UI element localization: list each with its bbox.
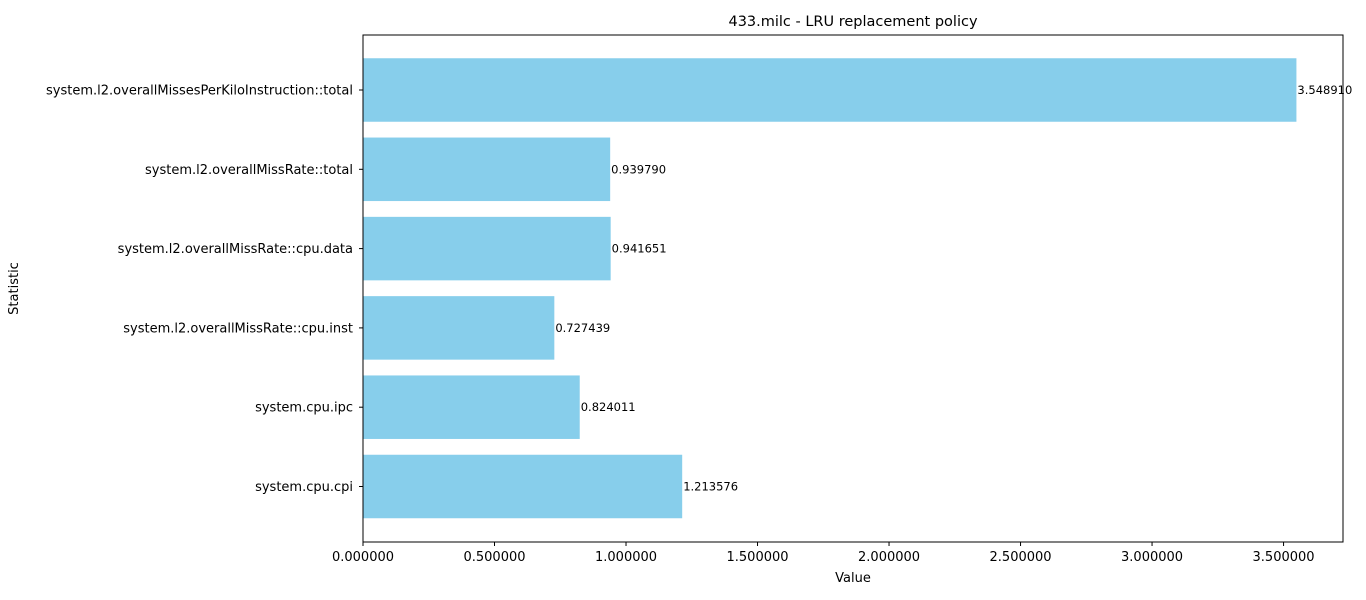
x-tick-label: 3.000000 <box>1121 550 1183 565</box>
x-tick-label: 1.500000 <box>727 550 789 565</box>
y-tick-label: system.l2.overallMissRate::cpu.inst <box>123 321 353 336</box>
plot-frame <box>362 34 1344 543</box>
data-label: 0.824011 <box>581 400 636 414</box>
y-tick-label: system.l2.overallMissRate::cpu.data <box>118 242 353 257</box>
bar <box>363 296 555 360</box>
y-tick-label: system.l2.overallMissesPerKiloInstructio… <box>46 84 353 99</box>
data-label: 0.727439 <box>555 321 610 335</box>
y-axis-label: Statistic <box>7 262 22 315</box>
data-label: 3.548910 <box>1297 83 1352 97</box>
x-tick-label: 2.500000 <box>990 550 1052 565</box>
x-tick-label: 0.500000 <box>463 550 525 565</box>
x-tick-label: 2.000000 <box>858 550 920 565</box>
x-tick-label: 1.000000 <box>595 550 657 565</box>
y-tick-label: system.cpu.ipc <box>255 401 353 416</box>
data-labels-layer: 3.548910 0.939790 0.941651 0.727439 0.824011… <box>555 83 1352 494</box>
bar <box>363 216 611 281</box>
x-axis-label: Value <box>835 571 871 586</box>
bar <box>363 137 611 202</box>
data-label: 0.941651 <box>612 242 667 256</box>
chart-title: 433.milc - LRU replacement policy <box>728 14 977 30</box>
bar <box>363 58 1297 122</box>
x-tick-label: 3.500000 <box>1253 550 1315 565</box>
ticks-layer: system.l2.overallMissesPerKiloInstructio… <box>46 84 1315 566</box>
bar <box>363 375 580 439</box>
y-tick-label: system.l2.overallMissRate::total <box>145 163 353 178</box>
bars-layer <box>363 58 1297 519</box>
bar <box>363 454 683 519</box>
y-tick-label: system.cpu.cpi <box>255 480 353 495</box>
x-tick-label: 0.000000 <box>332 550 394 565</box>
data-label: 0.939790 <box>611 162 666 176</box>
data-label: 1.213576 <box>683 480 738 494</box>
